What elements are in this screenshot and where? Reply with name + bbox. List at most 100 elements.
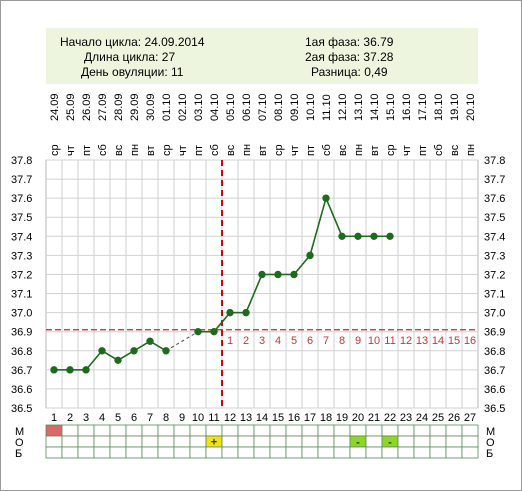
bottom-grid-cell (253, 424, 271, 437)
y-tick-label-left: 36.7 (11, 365, 32, 377)
date-label: 15.10 (385, 93, 397, 121)
date-label: 16.10 (401, 93, 413, 121)
weekday-label: пн (129, 144, 141, 156)
luteal-day-label: 13 (416, 335, 428, 347)
y-tick-label-right: 37.4 (484, 231, 505, 243)
temperature-point (226, 308, 234, 317)
weekday-label: чт (401, 145, 413, 156)
bottom-grid-cell (429, 424, 447, 437)
date-label: 11.10 (321, 94, 333, 121)
y-tick-label-right: 37.6 (484, 193, 505, 205)
y-tick-label-left: 37.1 (11, 289, 32, 301)
y-tick-label-right: 37.7 (484, 174, 505, 186)
day-number-label: 26 (448, 412, 460, 424)
temperature-line-segment (213, 312, 231, 333)
bottom-grid-cell (301, 424, 319, 437)
weekday-label: сб (209, 144, 221, 156)
weekday-label: пн (465, 144, 477, 156)
difference-label: Разница: 0,49 (311, 65, 388, 79)
y-tick-label-right: 37.0 (484, 308, 505, 320)
bottom-grid-cell (349, 424, 367, 437)
luteal-day-label: 12 (400, 335, 412, 347)
bottom-grid-cell (237, 446, 255, 459)
bottom-grid-cell (141, 435, 159, 448)
day-number-label: 15 (272, 412, 284, 424)
date-label: 02.10 (177, 93, 189, 121)
temperature-point (114, 356, 122, 365)
bottom-grid-cell (381, 424, 399, 437)
y-tick-label-right: 36.6 (484, 384, 505, 396)
bottom-grid-cell (93, 446, 111, 459)
temperature-point (66, 366, 74, 374)
day-number-label: 7 (147, 412, 153, 424)
date-label: 13.10 (353, 93, 365, 121)
bottom-grid-cell (365, 424, 383, 437)
bottom-grid-cell (413, 424, 431, 437)
cycle-start-label: Начало цикла: 24.09.2014 (60, 35, 205, 49)
date-label: 25.09 (65, 93, 77, 121)
weekday-label: сб (433, 144, 445, 156)
weekday-label: пт (417, 145, 429, 156)
day-number-label: 24 (416, 412, 428, 424)
luteal-day-label: 14 (432, 335, 444, 347)
bottom-grid-cell (109, 424, 127, 437)
weekday-label: вс (113, 144, 125, 156)
temperature-line-segment (309, 197, 327, 256)
luteal-day-label: 6 (307, 335, 313, 347)
y-tick-label-left: 37.6 (11, 193, 32, 205)
y-tick-label-left: 36.6 (11, 384, 32, 396)
weekday-label: пт (305, 145, 317, 156)
luteal-day-label: 5 (291, 335, 297, 347)
bottom-grid-cell (221, 446, 239, 459)
phase1-label: 1ая фаза: 36.79 (305, 35, 394, 49)
date-label: 17.10 (417, 93, 429, 121)
weekday-label: чт (289, 145, 301, 156)
test-mark-symbol: - (388, 437, 392, 449)
y-tick-label-right: 36.8 (484, 346, 505, 358)
row-label-right: Б (486, 448, 493, 460)
day-number-label: 9 (179, 412, 185, 424)
bottom-grid-cell (45, 424, 63, 437)
luteal-day-label: 4 (275, 335, 281, 347)
y-tick-label-right: 37.2 (484, 269, 505, 281)
bottom-grid-cell (61, 435, 79, 448)
y-tick-label-left: 36.9 (11, 327, 32, 339)
date-label: 03.10 (193, 93, 205, 121)
bottom-grid-cell (77, 446, 95, 459)
date-label: 09.10 (289, 93, 301, 121)
bottom-grid-cell (125, 424, 143, 437)
date-label: 06.10 (241, 93, 253, 121)
weekday-label: вс (225, 144, 237, 156)
temperature-point (162, 347, 170, 355)
weekday-label: пн (353, 144, 365, 156)
bottom-grid-cell (77, 424, 95, 437)
luteal-day-label: 8 (339, 335, 345, 347)
day-number-label: 19 (336, 412, 348, 424)
bottom-grid-cell (445, 435, 463, 448)
bottom-grid-cell (141, 446, 159, 459)
weekday-label: вт (257, 145, 269, 156)
bottom-grid-cell (173, 435, 191, 448)
weekday-label: вс (337, 144, 349, 156)
day-number-label: 4 (99, 412, 105, 424)
day-number-label: 27 (464, 412, 476, 424)
y-tick-label-right: 36.7 (484, 365, 505, 377)
day-number-label: 22 (384, 412, 396, 424)
weekday-label: ср (273, 144, 285, 156)
luteal-day-label: 9 (355, 335, 361, 347)
day-number-label: 14 (256, 412, 268, 424)
bottom-grid-cell (205, 424, 223, 437)
bottom-grid-cell (173, 446, 191, 459)
date-label: 14.10 (369, 93, 381, 121)
bottom-grid-cell (157, 435, 175, 448)
bottom-grid-cell (189, 424, 207, 437)
bottom-grid-cell (365, 446, 383, 459)
date-label: 26.09 (81, 93, 93, 121)
temperature-point (130, 347, 138, 355)
temperature-line-segment (245, 274, 263, 313)
bottom-grid-cell (173, 424, 191, 437)
bottom-grid-cell (317, 435, 335, 448)
date-label: 24.09 (49, 93, 61, 121)
weekday-label: чт (177, 145, 189, 156)
bottom-grid-cell (221, 424, 239, 437)
